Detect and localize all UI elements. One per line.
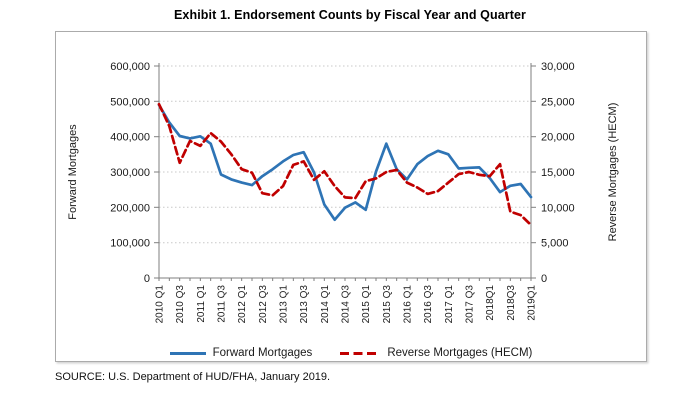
right-axis-tick-label: 20,000 [541,132,575,144]
chart-box: 600,000 30,000 500,000 25,000 400,000 20,000 3… [55,31,647,362]
reverse-line-swatch [340,351,381,355]
legend-item-reverse: Reverse Mortgages (HECM) [340,347,532,359]
x-axis-tick-label: 2019Q1 [527,285,538,321]
right-axis-tick-label: 25,000 [541,96,575,108]
source-note: SOURCE: U.S. Department of HUD/FHA, Janu… [55,371,331,383]
forward-line-swatch [169,351,206,355]
x-axis-tick-label: 2014 Q3 [341,285,352,324]
legend-label-reverse: Reverse Mortgages (HECM) [387,347,533,359]
x-axis-tick-label: 2010 Q3 [175,285,186,324]
x-axis-tick-label: 2016 Q3 [423,285,434,324]
right-axis-title: Reverse Mortgages (HECM) [607,103,619,242]
chart-svg: 600,000 30,000 500,000 25,000 400,000 20,000 3… [67,61,619,324]
right-axis-tick-label: 30,000 [541,61,575,73]
x-axis-tick-label: 2017 Q3 [465,285,476,324]
chart-title: Exhibit 1. Endorsement Counts by Fiscal … [174,8,526,22]
forward-mortgages-line [157,103,533,222]
x-axis-tick-label: 2011 Q3 [217,285,228,323]
left-axis-tick-label: 400,000 [110,132,150,144]
right-axis-tick-label: 0 [541,273,547,285]
left-axis-tick-label: 0 [144,273,150,285]
x-axis-tick-label: 2014 Q1 [320,285,331,324]
legend: Forward Mortgages Reverse Mortgages (HEC… [56,343,646,363]
left-axis-title: Forward Mortgages [67,124,79,220]
x-axis-tick-label: 2016 Q1 [403,285,414,324]
legend-item-forward: Forward Mortgages [169,347,313,359]
x-axis-tick-label: 2015 Q3 [382,285,393,324]
x-axis-tick-label: 2013 Q1 [279,285,290,324]
reverse-mortgages-line [157,102,533,227]
legend-label-forward: Forward Mortgages [212,347,313,359]
left-axis-tick-label: 200,000 [110,202,150,214]
x-axis-tick-label: 2013 Q3 [299,285,310,324]
x-axis-tick-label: 2010 Q1 [155,285,166,324]
x-axis-tick-label: 2018Q1 [485,285,496,321]
right-axis-tick-label: 10,000 [541,202,575,214]
x-axis-tick-label: 2017 Q1 [444,285,455,324]
left-axis-tick-label: 100,000 [110,238,150,250]
left-axis-tick-label: 600,000 [110,61,150,73]
x-axis-tick-label: 2011 Q1 [196,285,207,323]
left-axis-tick-label: 500,000 [110,96,150,108]
right-axis-tick-label: 15,000 [541,167,575,179]
x-axis-tick-label: 2015 Q1 [361,285,372,324]
x-axis-tick-label: 2018Q3 [506,285,517,321]
left-axis-tick-label: 300,000 [110,167,150,179]
x-axis-tick-label: 2012 Q1 [237,285,248,324]
right-axis-tick-label: 5,000 [541,238,569,250]
x-axis-tick-label: 2012 Q3 [258,285,269,324]
